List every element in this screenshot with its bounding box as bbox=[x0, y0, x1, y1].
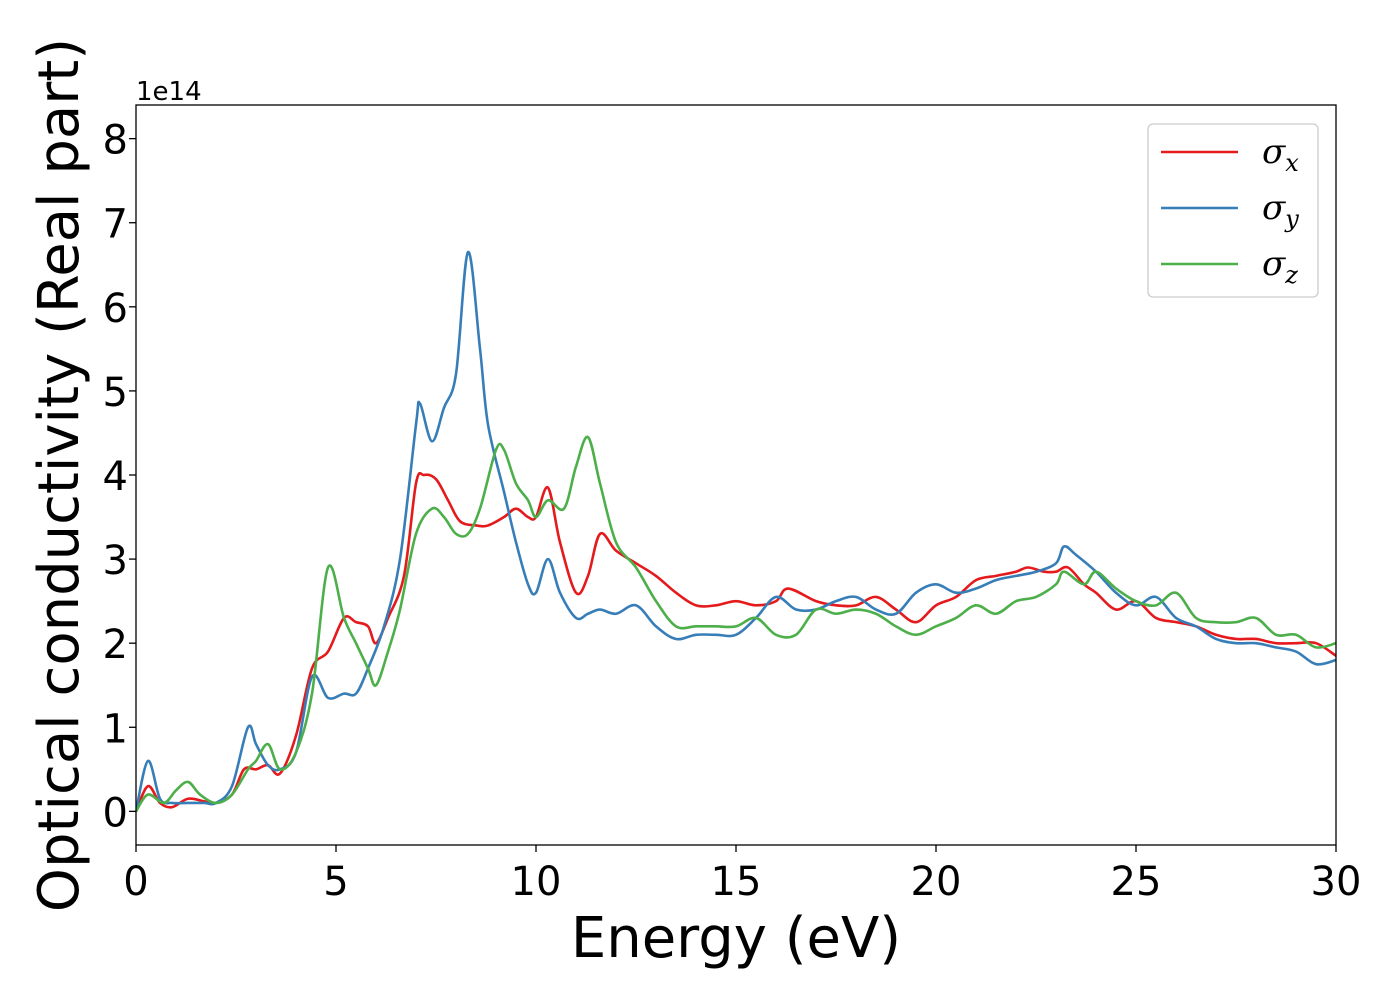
y-axis: 0 1 2 3 4 5 6 7 8 bbox=[103, 118, 136, 836]
y-offset-label: 1e14 bbox=[136, 77, 202, 107]
x-tick-label: 20 bbox=[911, 859, 962, 905]
y-axis-title: Optical conductivity (Real part) bbox=[27, 38, 92, 912]
x-tick-label: 25 bbox=[1111, 859, 1162, 905]
y-tick-label: 4 bbox=[103, 454, 128, 500]
x-tick-label: 0 bbox=[123, 859, 148, 905]
y-tick-label: 3 bbox=[103, 538, 128, 584]
y-tick-label: 1 bbox=[103, 706, 128, 752]
x-tick-label: 30 bbox=[1311, 859, 1362, 905]
plot-area bbox=[136, 250, 1336, 813]
y-tick-label: 0 bbox=[103, 790, 128, 836]
y-tick-label: 7 bbox=[103, 202, 128, 248]
x-tick-label: 10 bbox=[511, 859, 562, 905]
y-tick-label: 5 bbox=[103, 370, 128, 416]
y-tick-label: 8 bbox=[103, 118, 128, 164]
x-tick-label: 5 bbox=[323, 859, 348, 905]
y-tick-label: 6 bbox=[103, 286, 128, 332]
legend-frame bbox=[1147, 123, 1319, 298]
x-axis-title: Energy (eV) bbox=[571, 906, 901, 971]
series-line-z bbox=[136, 435, 1336, 813]
series-line-y bbox=[136, 250, 1336, 812]
series-line-x bbox=[136, 471, 1336, 812]
x-tick-label: 15 bbox=[711, 859, 762, 905]
y-tick-label: 2 bbox=[103, 622, 128, 668]
x-axis: 0 5 10 15 20 25 30 bbox=[123, 845, 1361, 905]
